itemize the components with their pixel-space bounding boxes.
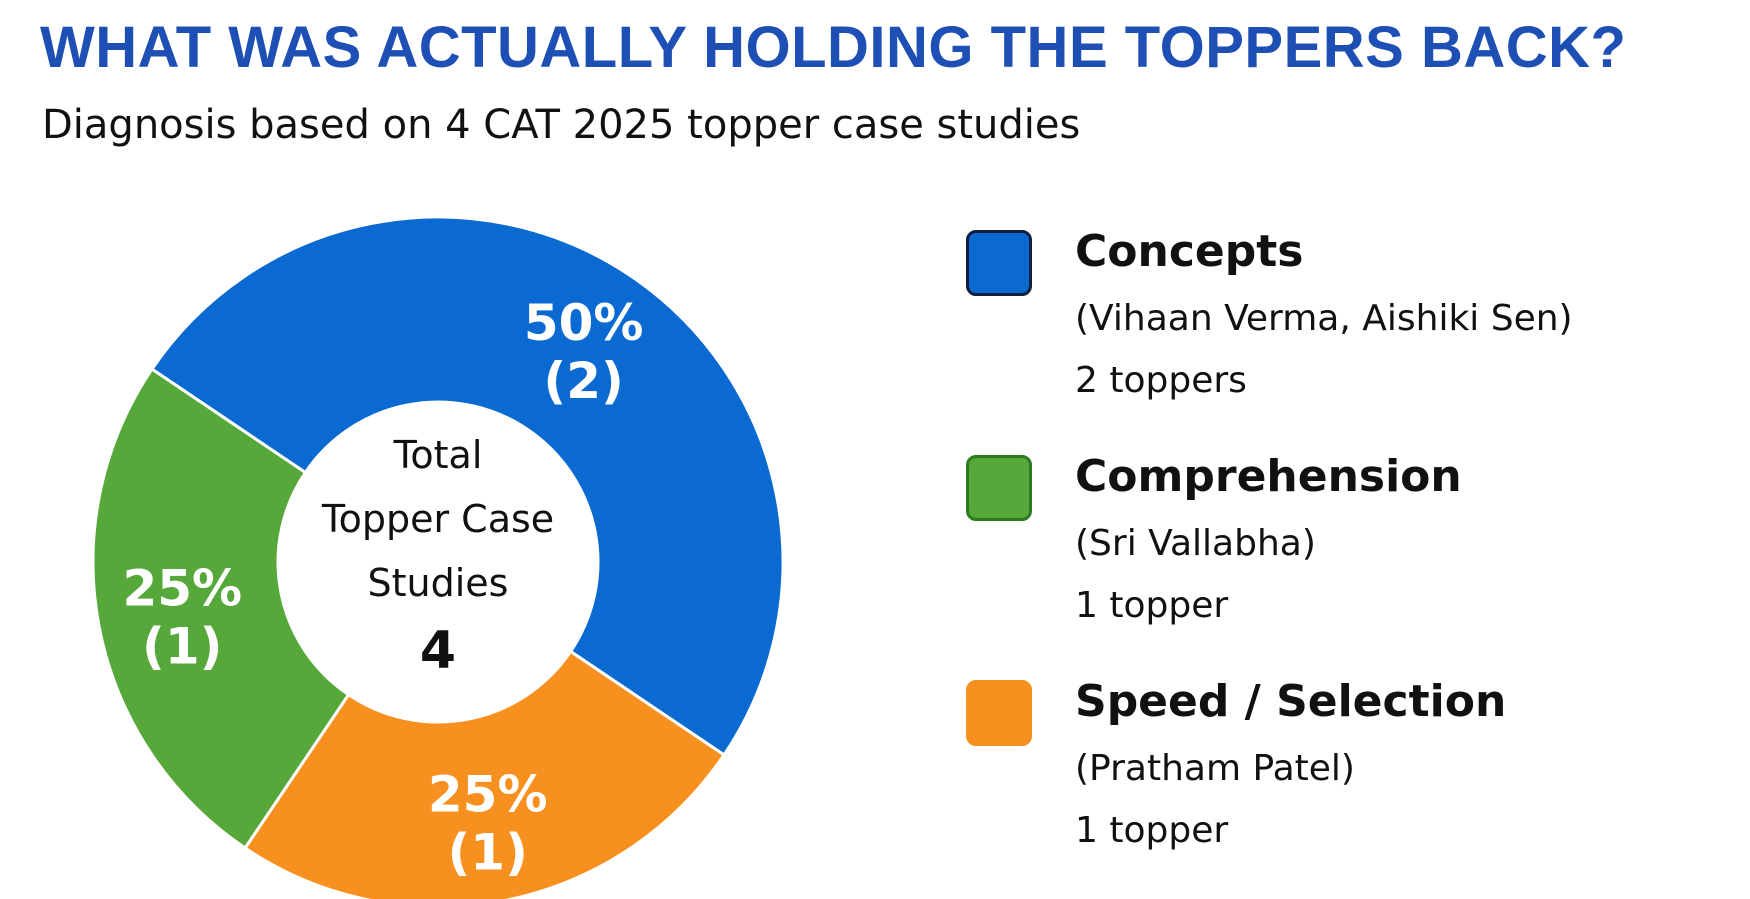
legend-swatch-concepts (966, 230, 1032, 296)
slice-percent-label: 50% (524, 294, 644, 352)
legend-swatch-speed-selection (966, 680, 1032, 746)
legend: Concepts (Vihaan Verma, Aishiki Sen) 2 t… (966, 220, 1726, 895)
center-label: Total Topper Case Studies 4 (321, 433, 554, 681)
slice-percent-label: 25% (428, 766, 548, 824)
chart-subtitle: Diagnosis based on 4 CAT 2025 topper cas… (42, 102, 1081, 148)
center-label-line: Total (393, 433, 483, 477)
pie-slice-concepts (149, 215, 785, 758)
legend-count: 1 topper (1075, 810, 1229, 851)
slices-layer (91, 215, 785, 899)
pie-slice-comprehension (91, 366, 351, 851)
center-total-value: 4 (420, 621, 456, 681)
slice-count-label: (1) (447, 824, 528, 882)
slice-labels-layer: 50%(2)25%(1)25%(1) (122, 294, 643, 882)
legend-people: (Sri Vallabha) (1075, 523, 1316, 564)
slice-count-label: (1) (142, 618, 223, 676)
chart-title: WHAT WAS ACTUALLY HOLDING THE TOPPERS BA… (40, 15, 1627, 80)
legend-label: Comprehension (1075, 451, 1462, 502)
donut-chart: 50%(2)25%(1)25%(1) Total Topper Case Stu… (91, 215, 785, 899)
legend-label: Speed / Selection (1075, 676, 1507, 727)
legend-swatch-comprehension (966, 455, 1032, 521)
legend-item-concepts: Concepts (Vihaan Verma, Aishiki Sen) 2 t… (966, 220, 1726, 445)
legend-people: (Pratham Patel) (1075, 748, 1355, 789)
legend-label: Concepts (1075, 226, 1304, 277)
legend-count: 2 toppers (1075, 360, 1247, 401)
legend-item-speed-selection: Speed / Selection (Pratham Patel) 1 topp… (966, 670, 1726, 895)
center-label-line: Topper Case (321, 497, 554, 541)
slice-percent-label: 25% (122, 560, 242, 618)
center-label-line: Studies (368, 561, 509, 605)
legend-item-comprehension: Comprehension (Sri Vallabha) 1 topper (966, 445, 1726, 670)
legend-count: 1 topper (1075, 585, 1229, 626)
slice-count-label: (2) (543, 352, 624, 410)
legend-people: (Vihaan Verma, Aishiki Sen) (1075, 298, 1573, 339)
pie-slice-speed-selection (242, 649, 727, 899)
